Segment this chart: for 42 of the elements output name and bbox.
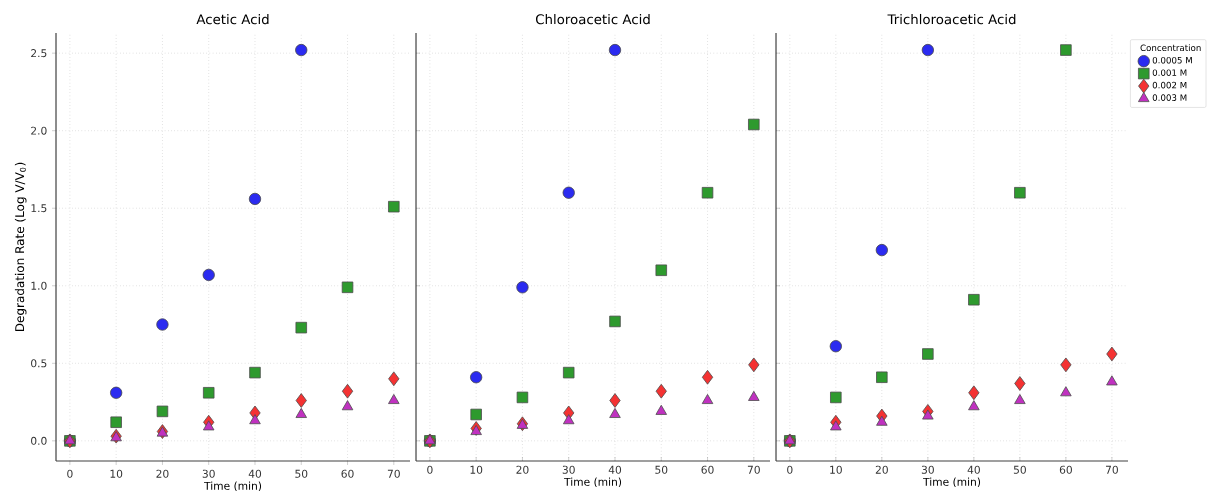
- x-tick-label: 10: [470, 465, 483, 474]
- x-tick-label: 10: [830, 465, 842, 474]
- x-tick-label: 20: [875, 465, 888, 474]
- legend-label: 0.001 M: [1152, 69, 1187, 76]
- y-tick-label: 2.0: [31, 126, 47, 135]
- x-tick-label: 50: [1013, 465, 1026, 474]
- x-tick-label: 30: [921, 465, 934, 474]
- x-tick-label: 20: [156, 469, 169, 478]
- y-tick-label: 1.5: [31, 204, 47, 213]
- x-tick-label: 0: [427, 465, 433, 474]
- x-tick-label: 70: [387, 469, 400, 478]
- chart-title: Acetic Acid: [196, 13, 269, 25]
- x-axis-title: Time (min): [204, 481, 262, 492]
- x-tick-label: 70: [1105, 465, 1118, 474]
- x-tick-label: 40: [608, 465, 622, 474]
- x-tick-label: 40: [967, 465, 980, 474]
- y-tick-label: 0.5: [31, 359, 47, 368]
- x-tick-label: 60: [341, 469, 354, 478]
- x-tick-label: 30: [562, 465, 575, 474]
- x-tick-label: 10: [110, 469, 123, 478]
- legend-label: 0.0005 M: [1152, 56, 1192, 64]
- y-tick-label: 2.5: [31, 49, 47, 58]
- x-tick-label: 30: [202, 469, 215, 478]
- y-axis-title: Degradation Rate (Log V/V$_{0}$): [14, 162, 27, 332]
- legend-label: 0.002 M: [1152, 81, 1187, 89]
- x-tick-label: 70: [747, 465, 760, 474]
- chart-title: Trichloroacetic Acid: [887, 13, 1016, 25]
- x-tick-label: 50: [655, 465, 668, 474]
- x-tick-label: 40: [248, 469, 262, 478]
- x-axis-title: Time (min): [923, 477, 981, 488]
- x-tick-label: 60: [1059, 465, 1072, 474]
- x-tick-label: 50: [295, 469, 308, 478]
- chart-title: Chloroacetic Acid: [535, 13, 650, 25]
- y-tick-label: 0.0: [31, 436, 47, 445]
- x-tick-label: 20: [516, 465, 529, 474]
- y-tick-label: 1.0: [31, 281, 47, 290]
- x-tick-label: 0: [67, 469, 73, 478]
- x-tick-label: 0: [787, 465, 793, 474]
- x-tick-label: 60: [701, 465, 714, 474]
- legend-title: Concentration: [1140, 44, 1201, 52]
- legend-label: 0.003 M: [1152, 94, 1187, 101]
- x-axis-title: Time (min): [564, 477, 622, 488]
